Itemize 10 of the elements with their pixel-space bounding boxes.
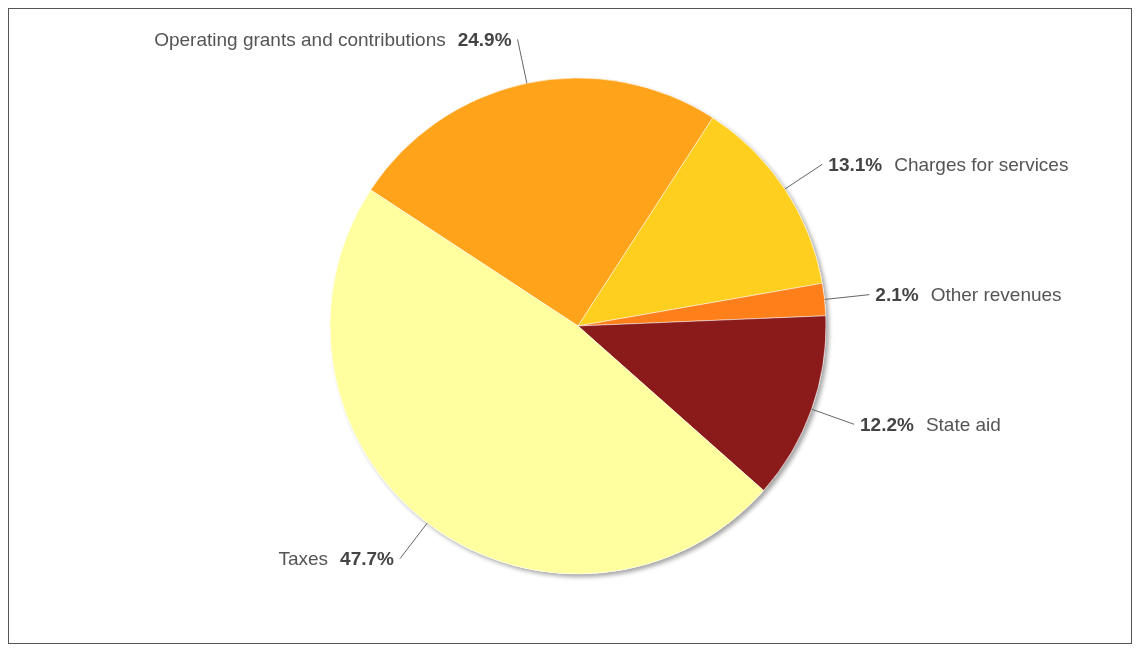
data-label: 12.2% [860, 413, 915, 435]
slice-label: Operating grants and contributions [154, 28, 446, 50]
data-label: 2.1% [875, 284, 919, 306]
slice-label: State aid [925, 413, 1001, 435]
slice-label: Charges for services [894, 153, 1069, 175]
data-label: 24.9% [457, 28, 512, 50]
slice-label: Taxes [278, 548, 329, 570]
slice-label: Other revenues [930, 284, 1062, 306]
data-label: 47.7% [340, 548, 395, 570]
data-label: 13.1% [828, 153, 883, 175]
